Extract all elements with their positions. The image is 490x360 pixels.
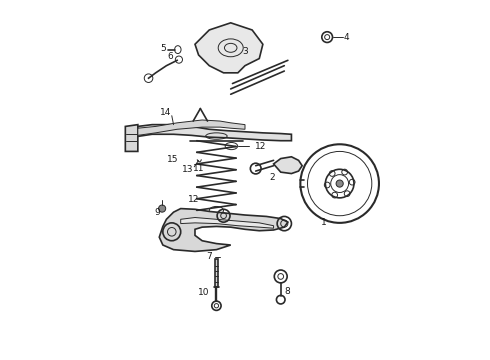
Text: 5: 5 [160,44,166,53]
Polygon shape [159,208,288,251]
Polygon shape [181,217,273,228]
Text: 3: 3 [242,47,248,56]
Text: 1: 1 [321,219,326,228]
Polygon shape [138,120,245,135]
Text: 12: 12 [255,141,267,150]
Text: 9: 9 [155,208,160,217]
Text: 13: 13 [182,165,194,174]
Text: 4: 4 [344,33,350,42]
Text: 2: 2 [269,173,274,182]
Polygon shape [195,23,263,73]
Text: 8: 8 [284,287,290,296]
Polygon shape [215,258,218,287]
Polygon shape [273,157,302,174]
Text: 12: 12 [188,195,199,204]
Polygon shape [127,125,292,141]
Text: 14: 14 [160,108,172,117]
Text: 6: 6 [167,52,173,61]
Text: 11: 11 [193,164,204,173]
Circle shape [159,205,166,212]
Polygon shape [125,125,138,152]
Text: 10: 10 [198,288,210,297]
Circle shape [336,180,343,187]
Text: 7: 7 [206,252,212,261]
Text: 15: 15 [167,155,178,164]
